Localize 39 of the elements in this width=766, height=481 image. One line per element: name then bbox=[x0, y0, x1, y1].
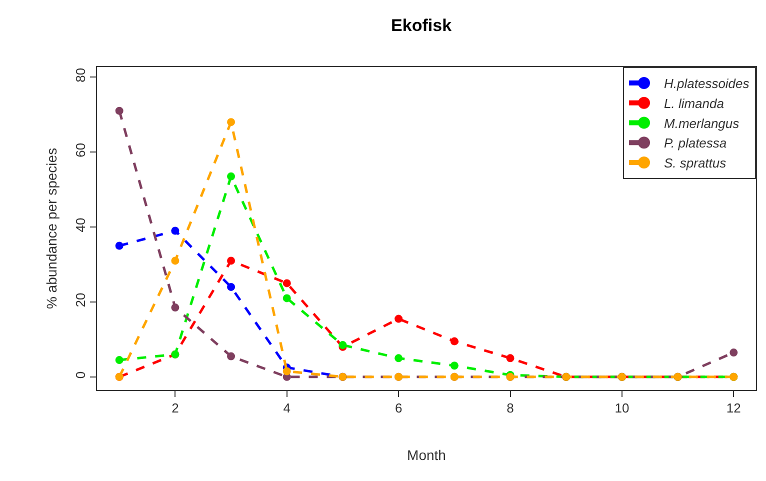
y-tick-label: 0 bbox=[72, 371, 88, 379]
legend-label: H.platessoides bbox=[664, 76, 750, 92]
point bbox=[171, 256, 180, 265]
x-tick-label: 10 bbox=[614, 400, 630, 416]
point bbox=[115, 356, 124, 364]
point bbox=[115, 106, 124, 115]
legend-label: M.merlangus bbox=[664, 116, 740, 131]
y-tick-label: 20 bbox=[72, 292, 88, 308]
point bbox=[282, 279, 291, 288]
point bbox=[730, 348, 738, 357]
legend-label: L. limanda bbox=[664, 96, 724, 111]
legend-label: S. sprattus bbox=[664, 156, 727, 171]
point bbox=[227, 352, 236, 360]
point bbox=[506, 354, 514, 362]
y-tick-label: 60 bbox=[72, 142, 88, 158]
point bbox=[227, 282, 236, 291]
point bbox=[394, 314, 403, 323]
y-axis-title: % abundance per species bbox=[43, 148, 60, 310]
x-tick-label: 6 bbox=[394, 400, 402, 416]
point bbox=[394, 354, 403, 362]
point bbox=[227, 256, 236, 265]
x-tick-label: 2 bbox=[172, 400, 179, 416]
point bbox=[450, 362, 458, 370]
y-tick-label: 80 bbox=[72, 68, 88, 82]
x-axis-title: Month bbox=[407, 446, 446, 463]
point bbox=[115, 242, 124, 250]
chart-title: Ekofisk bbox=[391, 16, 452, 36]
point bbox=[227, 172, 236, 180]
x-tick-label: 8 bbox=[506, 400, 514, 416]
legend-label: P. platessa bbox=[664, 136, 727, 151]
point bbox=[282, 294, 291, 302]
x-tick-label: 12 bbox=[726, 400, 741, 416]
point bbox=[227, 118, 236, 126]
point bbox=[282, 367, 291, 376]
y-tick-label: 40 bbox=[72, 218, 88, 232]
point bbox=[171, 226, 180, 235]
point bbox=[450, 337, 458, 346]
point bbox=[171, 304, 180, 312]
x-tick-label: 4 bbox=[283, 400, 290, 416]
